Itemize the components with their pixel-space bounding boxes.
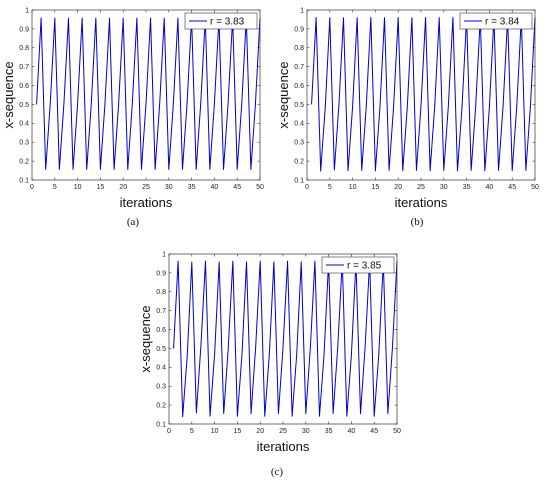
series-line-c [173,260,398,418]
y-tick-label-a: 0.3 [19,140,29,147]
y-tick-label-b: 0.4 [294,121,304,128]
y-tick-label-c: 1 [162,251,166,258]
legend-box-b [459,12,533,30]
legend-label-a: r = 3.83 [210,17,245,28]
x-tick-label-c: 50 [393,428,401,435]
legend-label-c: r = 3.85 [347,261,382,272]
x-tick-label-a: 25 [142,184,150,191]
x-tick-label-b: 35 [463,184,471,191]
y-tick-label-b: 0.3 [294,140,304,147]
y-tick-label-a: 0.5 [19,102,29,109]
y-tick-label-c: 0.4 [156,365,166,372]
plot-frame-b [306,9,536,181]
y-tick-label-a: 0.8 [19,45,29,52]
plot-area-b [307,10,535,180]
x-tick-label-c: 15 [234,428,242,435]
x-tick-label-c: 5 [190,428,194,435]
x-tick-label-b: 30 [440,184,448,191]
legend-box-c [321,256,395,274]
chart-a-svg: 0 5 10 15 20 25 30 35 40 45 50 0.1 0.2 0.3 0.4 0.5 0.6 0.… [1,7,264,210]
y-tick-label-a: 0.7 [19,64,29,71]
caption-b: (b) [410,216,424,228]
x-tick-label-b: 20 [394,184,402,191]
x-tick-label-b: 25 [417,184,425,191]
y-tick-label-a: 0.6 [19,83,29,90]
y-tick-label-c: 0.7 [156,308,166,315]
y-tick-label-b: 0.6 [294,83,304,90]
y-tick-label-a: 0.4 [19,121,29,128]
chart-c-svg: 0 5 10 15 20 25 30 35 40 45 50 0.1 0.2 0.3 0.4 0.5 0.6 0.… [138,251,401,454]
y-tick-label-c: 0.2 [156,403,166,410]
caption-a: (a) [126,216,140,228]
x-tick-label-a: 15 [97,184,105,191]
x-tick-label-a: 20 [119,184,127,191]
x-tick-label-c: 30 [302,428,310,435]
x-tick-label-c: 10 [211,428,219,435]
x-tick-label-a: 50 [256,184,264,191]
y-tick-label-b: 1 [300,7,304,14]
y-tick-label-a: 0.2 [19,159,29,166]
x-axis-title-b: iterations [395,195,448,210]
y-tick-label-b: 0.5 [294,102,304,109]
x-tick-label-b: 10 [349,184,357,191]
y-tick-label-a: 0.1 [19,177,29,184]
x-tick-label-b: 40 [486,184,494,191]
chart-panel-c: 0 5 10 15 20 25 30 35 40 45 50 0.1 0.2 0.3 0.4 0.5 0.6 0.… [137,244,412,488]
x-tick-label-c: 40 [348,428,356,435]
y-tick-label-c: 0.5 [156,346,166,353]
x-tick-label-c: 35 [325,428,333,435]
x-tick-label-c: 45 [370,428,378,435]
chart-b-svg: 0 5 10 15 20 25 30 35 40 45 50 0.1 0.2 0.3 0.4 0.5 0.6 0.… [276,7,539,210]
y-axis-title-b: x-sequence [276,61,291,128]
x-tick-label-a: 0 [30,184,34,191]
y-axis-title-c: x-sequence [138,305,153,372]
x-tick-label-b: 50 [531,184,539,191]
legend-label-b: r = 3.84 [485,17,520,28]
series-line-a [36,17,261,170]
x-tick-label-a: 40 [211,184,219,191]
x-axis-title-a: iterations [120,195,173,210]
x-tick-label-a: 5 [53,184,57,191]
y-tick-label-c: 0.1 [156,421,166,428]
y-tick-label-b: 0.2 [294,159,304,166]
legend-box-a [184,12,258,30]
x-axis-title-c: iterations [257,439,310,454]
y-axis-title-a: x-sequence [1,61,16,128]
x-tick-label-c: 25 [279,428,287,435]
x-tick-label-a: 45 [233,184,241,191]
plot-frame-a [31,9,261,181]
x-tick-label-b: 45 [508,184,516,191]
y-tick-label-a: 1 [25,7,29,14]
x-tick-label-a: 10 [74,184,82,191]
chart-panel-b: 0 5 10 15 20 25 30 35 40 45 50 0.1 0.2 0.3 0.4 0.5 0.6 0.… [275,0,550,244]
x-tick-label-a: 35 [188,184,196,191]
x-tick-label-b: 15 [372,184,380,191]
series-line-b [311,17,536,172]
y-tick-label-b: 0.7 [294,64,304,71]
y-tick-label-c: 0.8 [156,289,166,296]
y-tick-label-b: 0.8 [294,45,304,52]
y-tick-label-b: 0.1 [294,177,304,184]
y-tick-label-b: 0.9 [294,26,304,33]
y-tick-label-c: 0.9 [156,270,166,277]
x-tick-label-b: 0 [305,184,309,191]
x-tick-label-c: 20 [256,428,264,435]
y-tick-label-a: 0.9 [19,26,29,33]
y-tick-label-c: 0.3 [156,384,166,391]
y-tick-label-c: 0.6 [156,327,166,334]
chart-panel-a: 0 5 10 15 20 25 30 35 40 45 50 0.1 0.2 0.3 0.4 0.5 0.6 0.… [0,0,275,244]
plot-frame-c [168,253,398,425]
caption-c: (c) [270,466,284,478]
x-tick-label-c: 0 [167,428,171,435]
x-tick-label-b: 5 [328,184,332,191]
x-tick-label-a: 30 [165,184,173,191]
